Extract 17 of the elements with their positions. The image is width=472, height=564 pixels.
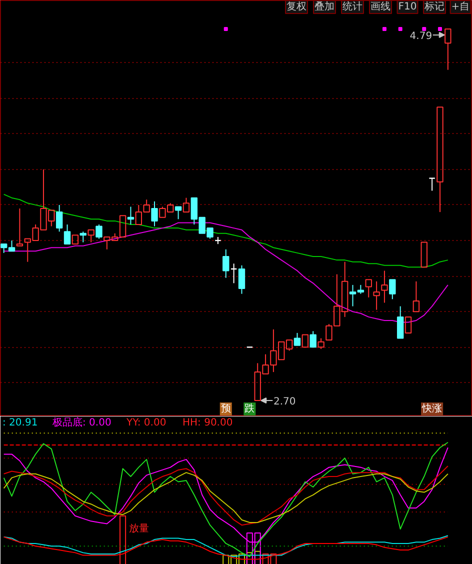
- annotation: +自: [451, 0, 470, 12]
- text: : 20.91: [2, 418, 38, 428]
- annotation: 4.79: [410, 30, 432, 42]
- text: YY: 0.00: [126, 418, 166, 428]
- annotation: 跌: [244, 402, 255, 414]
- text: HH: 90.00: [182, 418, 233, 428]
- annotation: 2.70: [273, 396, 296, 408]
- annotation: 放量: [129, 524, 150, 535]
- text: 极品底: 0.00: [52, 416, 112, 428]
- annotation: 标记: [424, 0, 444, 12]
- annotation: F10: [398, 2, 417, 12]
- annotation: 统计: [342, 0, 362, 12]
- annotation: 预: [220, 404, 231, 414]
- annotation: 叠加: [314, 0, 334, 12]
- annotation: 复权: [286, 0, 306, 12]
- annotation: 画线: [370, 0, 390, 12]
- annotation: 快涨: [421, 402, 442, 414]
